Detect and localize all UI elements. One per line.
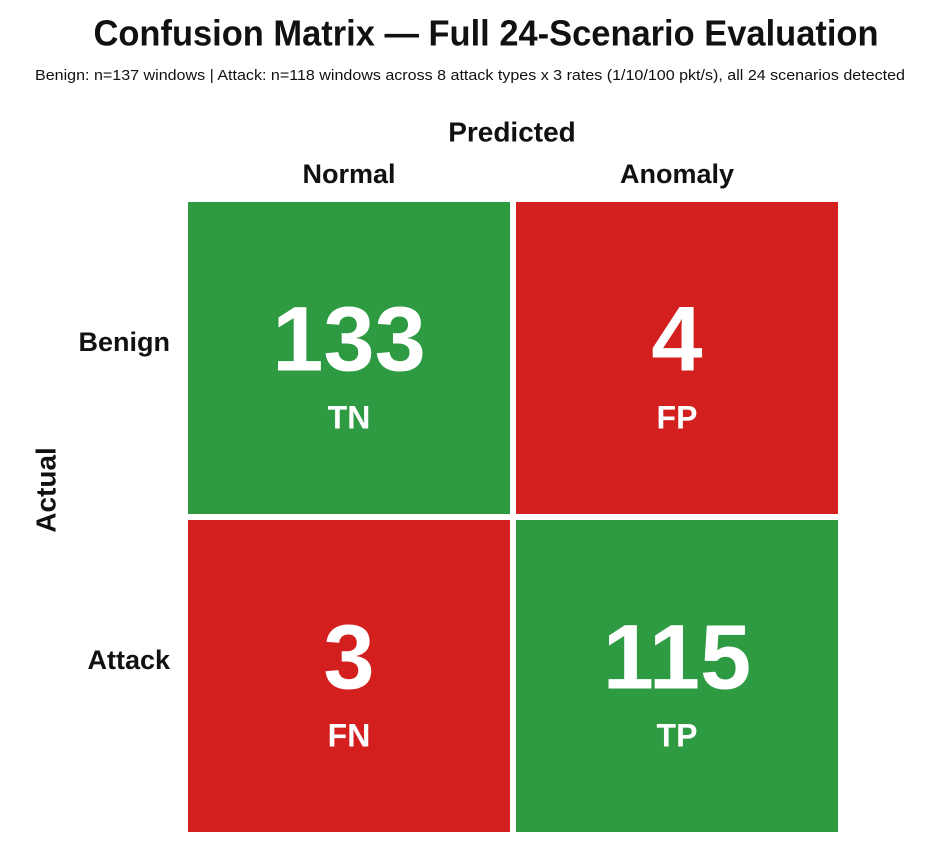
cell-label: TN	[328, 399, 371, 435]
cell-label: FN	[328, 717, 371, 753]
cell-value: 3	[323, 606, 374, 708]
y-tick-label: Benign	[79, 327, 171, 357]
x-axis-label: Predicted	[448, 116, 576, 147]
matrix-cell	[516, 520, 838, 832]
matrix-cell	[516, 202, 838, 514]
cell-value: 4	[651, 288, 702, 390]
cell-label: TP	[657, 717, 698, 753]
cell-label: FP	[657, 399, 698, 435]
y-axis-label: Actual	[30, 447, 61, 533]
chart-title: Confusion Matrix — Full 24-Scenario Eval…	[94, 13, 879, 54]
matrix-cell	[188, 202, 510, 514]
x-tick-label: Normal	[302, 159, 395, 189]
cell-value: 115	[603, 606, 751, 708]
cell-value: 133	[272, 288, 426, 390]
y-tick-label: Attack	[87, 645, 171, 675]
matrix-cell	[188, 520, 510, 832]
chart-subtitle: Benign: n=137 windows | Attack: n=118 wi…	[35, 67, 905, 84]
x-tick-label: Anomaly	[620, 159, 734, 189]
